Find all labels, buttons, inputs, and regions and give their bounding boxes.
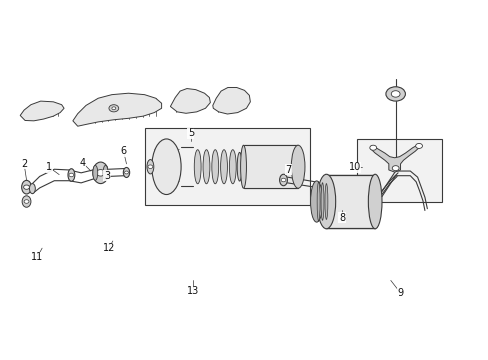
Ellipse shape: [22, 196, 31, 207]
Polygon shape: [170, 89, 210, 113]
Ellipse shape: [317, 174, 335, 229]
Ellipse shape: [152, 139, 181, 194]
Text: 8: 8: [338, 213, 345, 222]
Ellipse shape: [203, 150, 209, 184]
Ellipse shape: [220, 150, 227, 184]
Ellipse shape: [367, 174, 381, 229]
Ellipse shape: [93, 165, 98, 180]
Text: 3: 3: [104, 171, 110, 181]
Polygon shape: [20, 101, 64, 121]
Text: 6: 6: [120, 146, 126, 156]
Circle shape: [385, 87, 405, 101]
Ellipse shape: [310, 181, 322, 222]
Circle shape: [390, 91, 399, 97]
Ellipse shape: [93, 162, 108, 184]
Polygon shape: [73, 93, 161, 126]
Polygon shape: [369, 144, 420, 172]
Circle shape: [23, 185, 29, 189]
Ellipse shape: [237, 152, 242, 181]
Text: 12: 12: [102, 243, 115, 253]
Circle shape: [281, 178, 285, 182]
Circle shape: [369, 145, 376, 150]
Ellipse shape: [147, 159, 154, 174]
Circle shape: [112, 107, 116, 110]
Ellipse shape: [279, 174, 287, 186]
Ellipse shape: [21, 180, 31, 194]
Ellipse shape: [321, 183, 324, 220]
Ellipse shape: [291, 145, 305, 188]
Text: 7: 7: [285, 165, 291, 175]
Text: 9: 9: [397, 288, 403, 298]
Bar: [326, 175, 374, 228]
Ellipse shape: [123, 167, 129, 177]
Circle shape: [391, 166, 398, 171]
Text: 4: 4: [80, 158, 85, 168]
Text: 2: 2: [21, 159, 27, 169]
Circle shape: [148, 165, 153, 168]
Polygon shape: [212, 87, 250, 114]
Ellipse shape: [29, 184, 35, 194]
Text: 11: 11: [31, 252, 43, 262]
Ellipse shape: [103, 165, 108, 180]
Ellipse shape: [240, 145, 246, 188]
Text: 1: 1: [46, 162, 52, 172]
Ellipse shape: [194, 150, 201, 184]
Text: 10: 10: [348, 162, 360, 172]
Ellipse shape: [317, 182, 320, 221]
Bar: [356, 139, 441, 202]
Circle shape: [24, 200, 29, 203]
Ellipse shape: [229, 150, 236, 184]
Circle shape: [109, 105, 119, 112]
Bar: [144, 128, 310, 205]
Text: 5: 5: [187, 129, 194, 138]
Text: 13: 13: [187, 286, 199, 296]
Circle shape: [415, 143, 422, 148]
Circle shape: [69, 173, 74, 177]
Ellipse shape: [211, 150, 218, 184]
Circle shape: [124, 171, 128, 174]
Bar: [243, 145, 298, 188]
Circle shape: [96, 170, 105, 176]
Ellipse shape: [68, 169, 75, 181]
Ellipse shape: [325, 184, 327, 220]
